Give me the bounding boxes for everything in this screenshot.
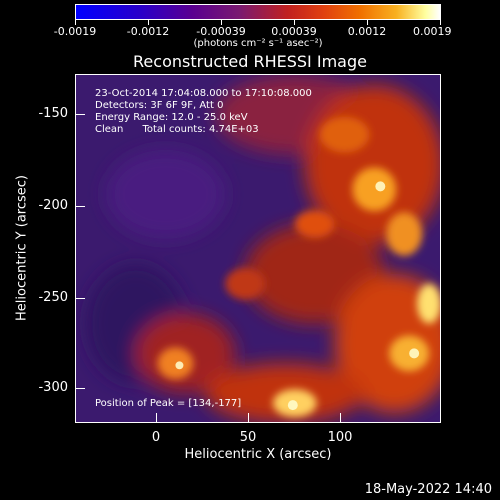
annotation-time-range: 23-Oct-2014 17:04:08.000 to 17:10:08.000	[95, 88, 312, 99]
plot-title: Reconstructed RHESSI Image	[133, 52, 367, 71]
x-tick-label: 0	[151, 430, 161, 445]
plot-area	[75, 74, 441, 423]
y-tick-label: -250	[38, 290, 68, 305]
annotation-detectors: Detectors: 3F 6F 9F, Att 0	[95, 100, 224, 111]
x-tick	[156, 413, 157, 423]
colorbar-tick	[148, 20, 149, 25]
y-tick	[75, 114, 85, 115]
y-tick-label: -300	[38, 380, 68, 395]
colorbar-tick-label: 0.0012	[347, 25, 387, 38]
colorbar-tick-label: -0.00039	[196, 25, 246, 38]
colorbar-tick	[294, 20, 295, 25]
y-axis-label: Heliocentric Y (arcsec)	[14, 175, 30, 321]
colorbar-tick-label: -0.0019	[53, 25, 97, 38]
colorbar-tick	[440, 20, 441, 25]
colorbar-tick	[367, 20, 368, 25]
y-tick	[75, 298, 85, 299]
colorbar-unit-label: (photons cm⁻² s⁻¹ asec⁻²)	[193, 38, 323, 49]
x-tick-label: 100	[327, 430, 353, 445]
colorbar	[75, 4, 441, 20]
annotation-peak-position: Position of Peak = [134,-177]	[95, 398, 242, 409]
generation-timestamp: 18-May-2022 14:40	[364, 482, 492, 497]
rhessi-image	[76, 75, 440, 422]
y-tick	[75, 206, 85, 207]
colorbar-tick-label: -0.0012	[126, 25, 170, 38]
y-tick-label: -150	[38, 106, 68, 121]
x-axis-label: Heliocentric X (arcsec)	[184, 447, 332, 462]
colorbar-tick	[221, 20, 222, 25]
y-tick-label: -200	[38, 198, 68, 213]
colorbar-tick-label: 0.00039	[271, 25, 317, 38]
colorbar-tick	[75, 20, 76, 25]
annotation-algorithm: Clean Total counts: 4.74E+03	[95, 124, 259, 135]
x-tick-label: 50	[239, 430, 257, 445]
x-tick	[340, 413, 341, 423]
x-tick	[248, 413, 249, 423]
y-tick	[75, 388, 85, 389]
annotation-energy-range: Energy Range: 12.0 - 25.0 keV	[95, 112, 248, 123]
colorbar-tick-label: 0.0019	[413, 25, 452, 38]
